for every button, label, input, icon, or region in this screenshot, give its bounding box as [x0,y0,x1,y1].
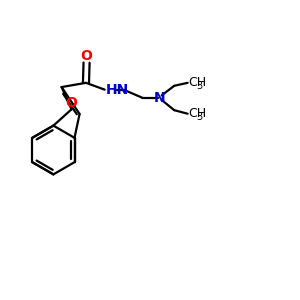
Text: CH: CH [188,107,206,120]
Text: CH: CH [188,76,206,89]
Text: N: N [154,91,166,105]
Text: O: O [65,96,77,110]
Text: 3: 3 [196,81,203,91]
Text: O: O [81,49,92,63]
Text: HN: HN [106,83,129,97]
Text: 3: 3 [196,112,203,122]
